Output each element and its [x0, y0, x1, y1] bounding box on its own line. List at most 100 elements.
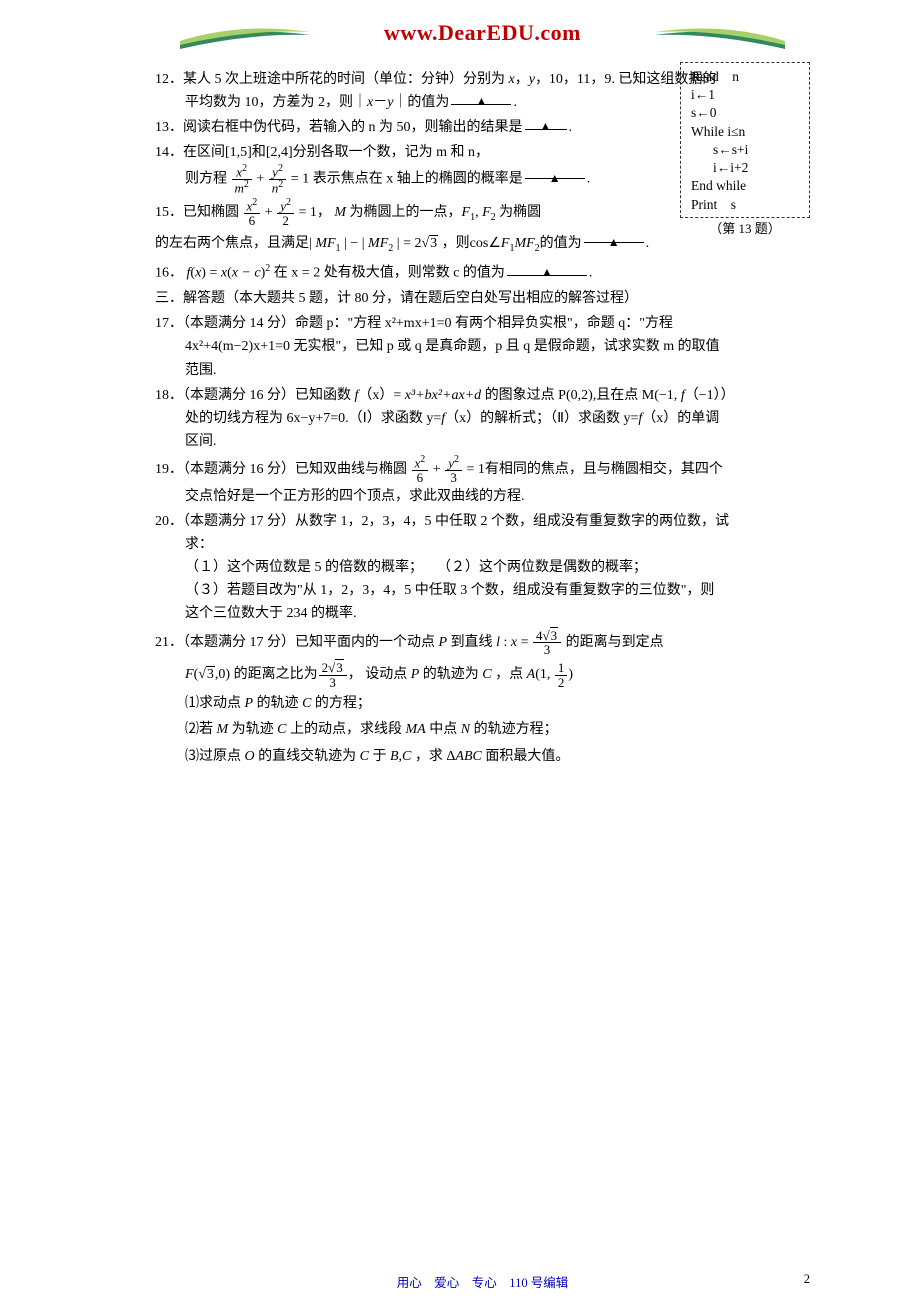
q-text: 处的切线方程为 6x−y+7=0.（Ⅰ）求函数 y= [185, 411, 441, 426]
q-line: 这个三位数大于 234 的概率. [155, 602, 810, 625]
triangle-icon: ▲ [549, 165, 561, 191]
var-M: M [217, 722, 229, 737]
paren: ) [568, 667, 573, 682]
q-num: 14． [155, 145, 183, 160]
question-18: 18．（本题满分 16 分）已知函数 f（x）= x³+bx²+ax+d 的图象… [155, 384, 810, 453]
eq-text: = 1 [298, 205, 316, 220]
q-num: 19． [155, 462, 183, 477]
q-text: ，求 [411, 749, 446, 764]
var-x: x [221, 266, 227, 281]
q-text: 中点 [426, 722, 461, 737]
var-x: x [195, 266, 201, 281]
section-heading: 三．解答题（本大题共 5 题，计 80 分，请在题后空白处写出相应的解答过程） [155, 287, 810, 310]
q-line: （３）若题目改为"从 1，2，3，4，5 中任取 3 个数，组成没有重复数字的三… [155, 579, 810, 602]
var-C: C [302, 696, 311, 711]
q-line: 求： [155, 533, 810, 556]
fraction: 233 [319, 661, 347, 689]
fraction: y2n2 [269, 164, 287, 195]
q-text: 的值为 [540, 236, 582, 251]
q-line: 范围. [155, 359, 810, 382]
q-text: （x）= [358, 388, 404, 403]
q-text: （本题满分 16 分）已知函数 [183, 388, 355, 403]
sqrt: 3 [421, 229, 438, 260]
fraction: 433 [533, 629, 561, 657]
header-banner: www.DearEDU.com [155, 20, 810, 60]
fraction: y22 [277, 198, 294, 228]
q-text: （本题满分 14 分）命题 p："方程 x²+mx+1=0 有两个相异负实根"，… [183, 316, 673, 331]
q-num: 16． [155, 266, 183, 281]
question-20: 20．（本题满分 17 分）从数字 1，2，3，4，5 中任取 2 个数，组成没… [155, 510, 810, 625]
triangle-icon: ▲ [541, 263, 553, 283]
q-text: ，则 [438, 236, 470, 251]
footer-page: 2 [804, 1272, 810, 1287]
var-P: P [245, 696, 254, 711]
var-f: f [187, 266, 191, 281]
fraction: x26 [412, 455, 429, 485]
angle: ∠ [488, 236, 501, 251]
q-line: 交点恰好是一个正方形的四个顶点，求此双曲线的方程. [155, 485, 810, 508]
answer-blank: ▲ [451, 91, 511, 105]
q-sub3: ⑶过原点 O 的直线交轨迹为 C 于 B,C ，求 ΔABC 面积最大值。 [155, 742, 810, 773]
var-B: B [390, 749, 399, 764]
q-line: 则方程 x2m2 + y2n2 = 1 表示焦点在 x 轴上的椭圆的概率是▲. [155, 164, 810, 195]
q-text: ， 设动点 [348, 667, 411, 682]
two: 2 [414, 236, 421, 251]
expr: | = [393, 236, 414, 251]
var-MA: MA [406, 722, 426, 737]
q-text: 的方程； [311, 696, 371, 711]
triangle-icon: ▲ [475, 92, 487, 112]
q-text: 的图象过点 P(0,2),且在点 M(−1, [481, 388, 681, 403]
q-line: 区间. [155, 430, 810, 453]
q-sub2: ⑵若 M 为轨迹 C 上的动点，求线段 MA 中点 N 的轨迹方程； [155, 717, 810, 742]
answer-blank: ▲ [507, 262, 587, 276]
sub: 1 [470, 212, 475, 223]
fraction: 12 [555, 661, 568, 689]
answer-blank: ▲ [525, 165, 585, 179]
q-text: （本题满分 17 分）从数字 1，2，3，4，5 中任取 2 个数，组成没有重复… [183, 514, 729, 529]
q-text: ，点 [492, 667, 527, 682]
var-P: P [439, 635, 448, 650]
q-text: ， [515, 72, 529, 87]
var-C: C [402, 749, 411, 764]
q-num: 13． [155, 120, 183, 135]
colon: : [500, 635, 511, 650]
q-text: 的直线交轨迹为 [255, 749, 360, 764]
q-line: 平均数为 10，方差为 2，则｜x－y｜的值为▲. [155, 91, 810, 114]
triangle-icon: ▲ [540, 117, 552, 137]
var-M: M [334, 205, 346, 220]
var-N: N [461, 722, 470, 737]
question-21: 21．（本题满分 17 分）已知平面内的一个动点 P 到直线 l : x = 4… [155, 627, 810, 773]
var-C: C [482, 667, 491, 682]
expr: | − | [341, 236, 369, 251]
q-text: （本题满分 17 分）已知平面内的一个动点 [183, 635, 439, 650]
eq: = [517, 635, 532, 650]
var-F1: F [462, 205, 471, 220]
q-text: 有相同的焦点，且与椭圆相交，其四个 [485, 462, 723, 477]
q-text: 的左右两个焦点，且满足 [155, 236, 309, 251]
sqrt: 3 [198, 659, 215, 691]
question-13: 13．阅读右框中伪代码，若输入的 n 为 50，则输出的结果是▲. [155, 116, 810, 139]
question-12: 12．某人 5 次上班途中所花的时间（单位：分钟）分别为 x，y，10，11，9… [155, 68, 810, 114]
swoosh-right-icon [655, 25, 785, 51]
expr: x³+bx²+ax+d [405, 388, 481, 403]
q-num: 15． [155, 205, 183, 220]
expr: x − c [232, 266, 261, 281]
q-text: ，10，11，9. 已知这组数据的 [535, 72, 716, 87]
paren: ,0) [215, 667, 230, 682]
q-text: ｜的值为 [393, 95, 449, 110]
period: . [587, 172, 591, 187]
var-ABC: ABC [455, 749, 481, 764]
q-text: ⑶过原点 [185, 749, 245, 764]
answer-blank: ▲ [525, 116, 567, 130]
fraction: x26 [244, 198, 261, 228]
paren: (1, [535, 667, 554, 682]
question-15: 15．已知椭圆 x26 + y22 = 1， M 为椭圆上的一点，F1, F2 … [155, 198, 810, 260]
cos: cos [470, 236, 489, 251]
answer-blank: ▲ [584, 229, 644, 243]
swoosh-left-icon [180, 25, 310, 51]
eq-text: = 1 [291, 172, 309, 187]
q-num: 12． [155, 72, 183, 87]
q-line: 处的切线方程为 6x−y+7=0.（Ⅰ）求函数 y=f（x）的解析式；（Ⅱ）求函… [155, 407, 810, 430]
q-text: 为椭圆 [496, 205, 542, 220]
var-F: F [185, 667, 194, 682]
